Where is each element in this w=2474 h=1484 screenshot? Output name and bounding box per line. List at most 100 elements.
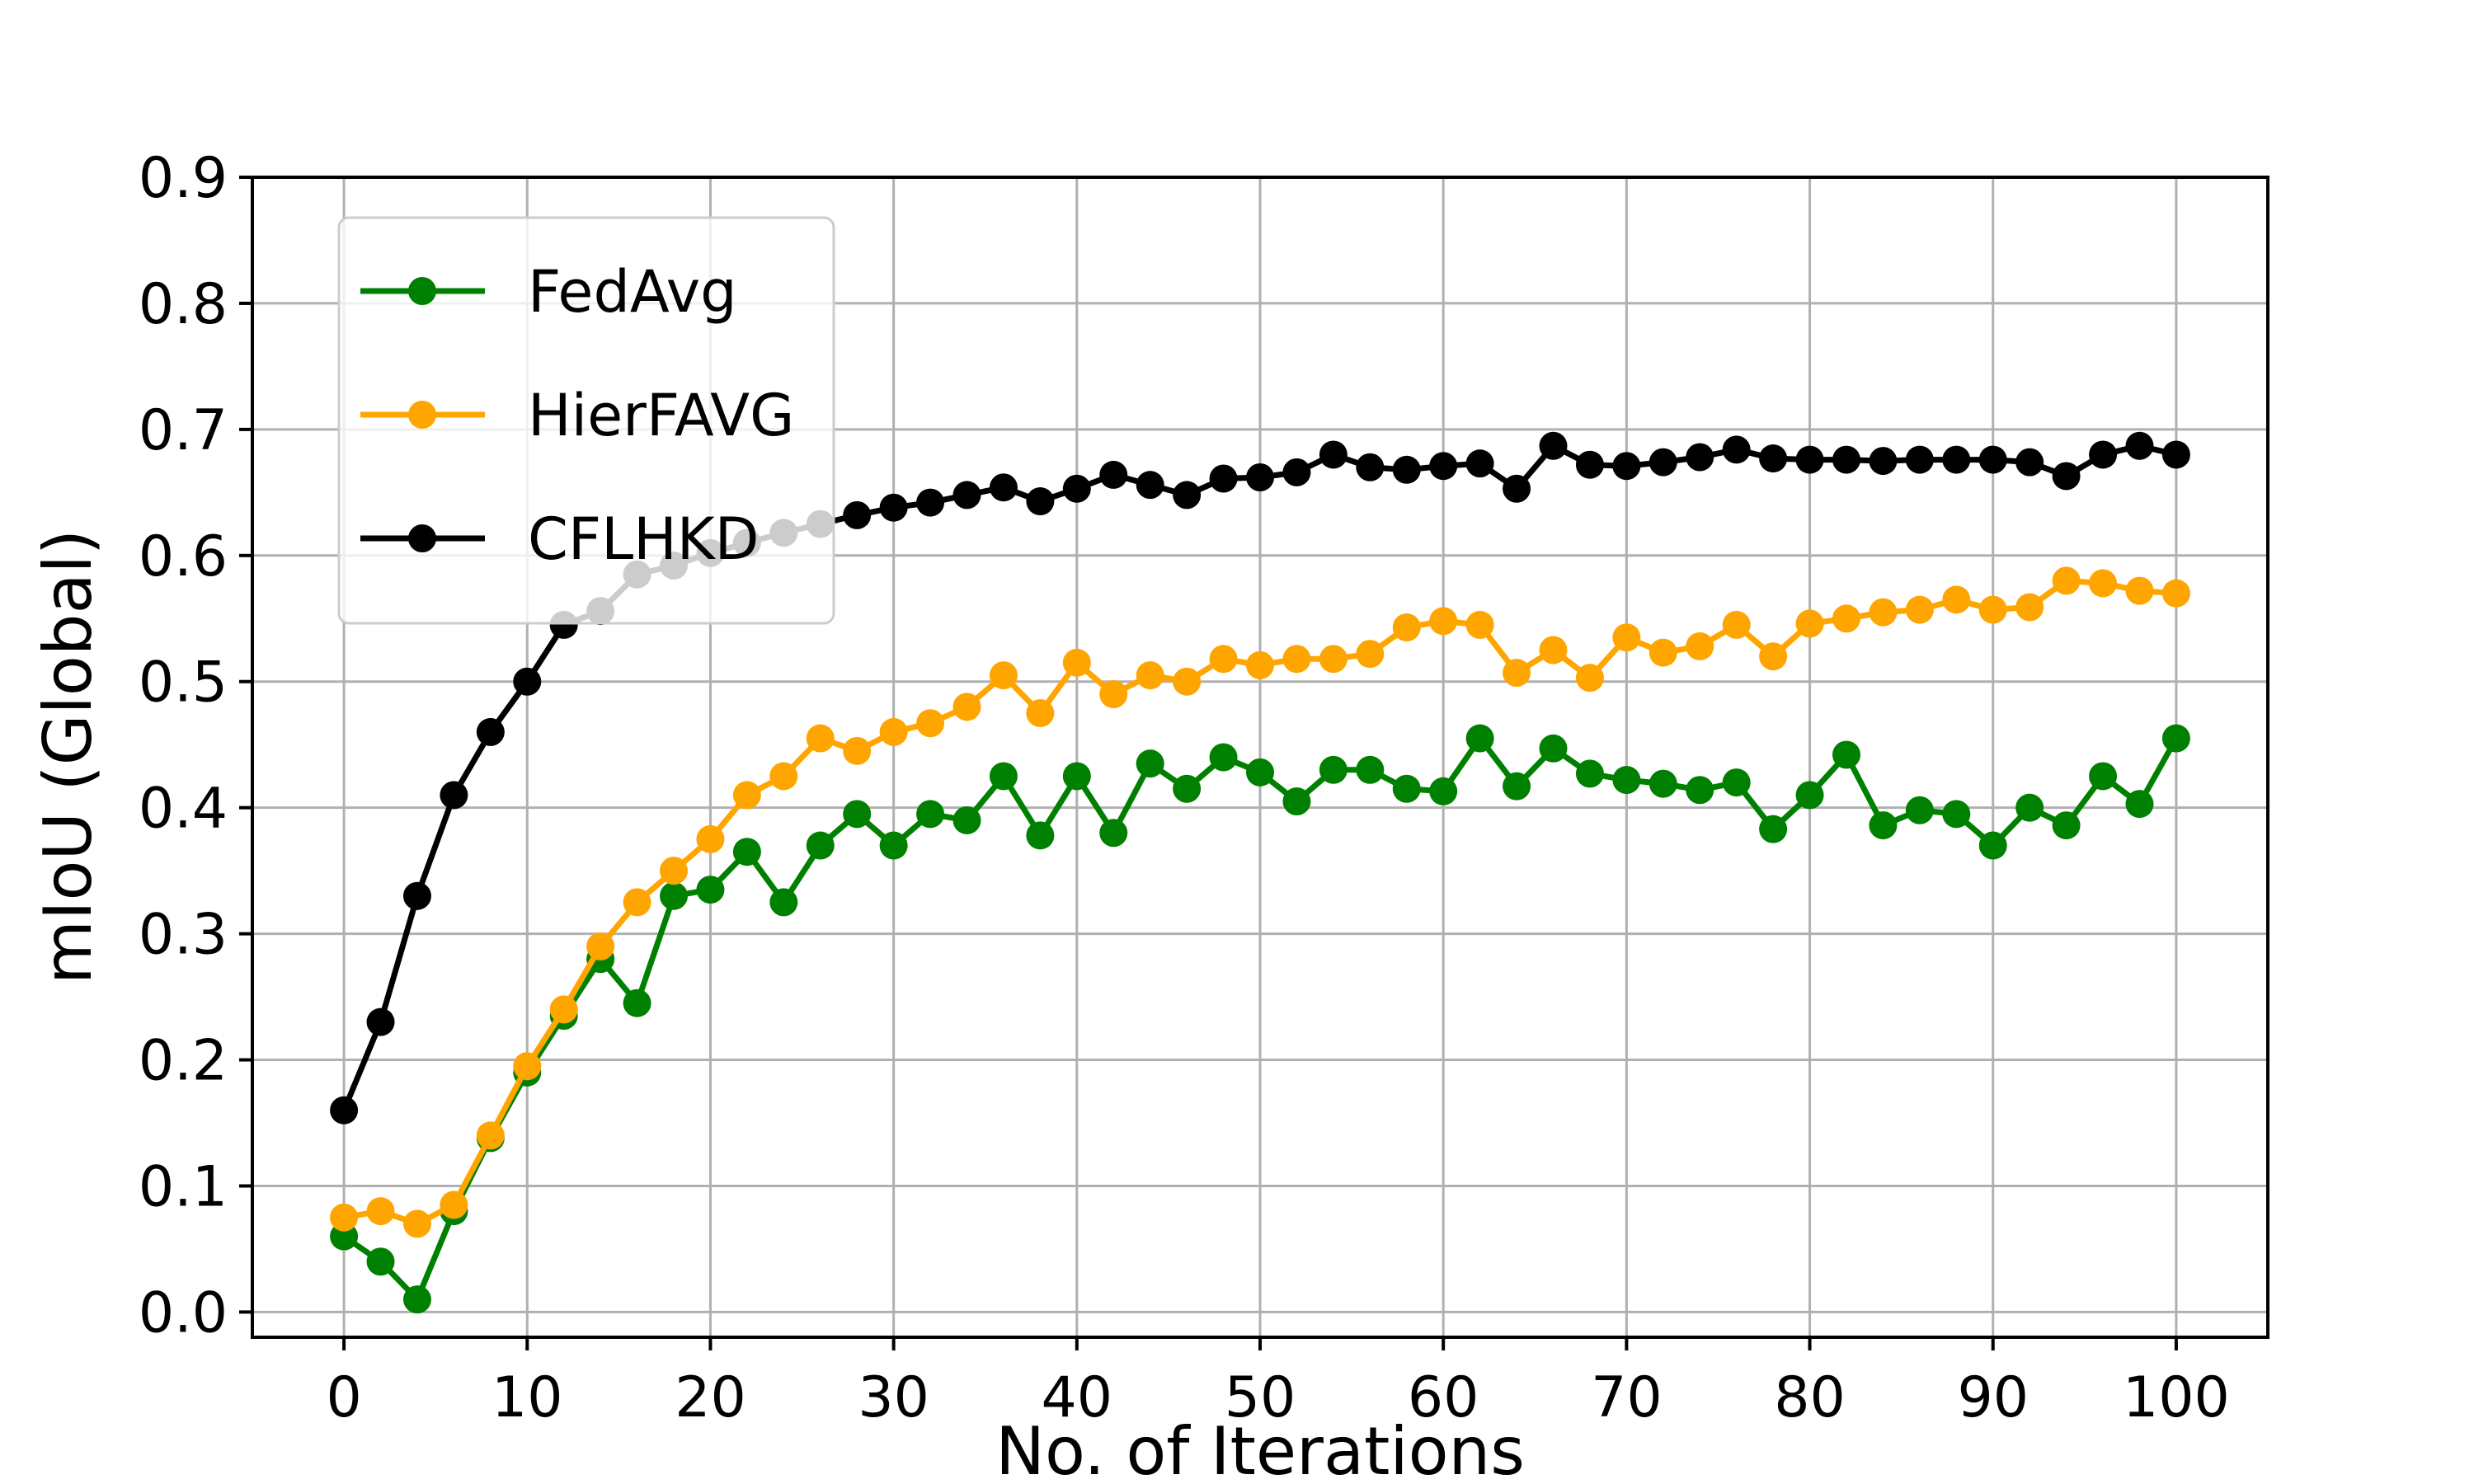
y-tick-label-0.7: 0.7 — [139, 398, 228, 463]
data-point-CFLHKD-76 — [1722, 435, 1751, 464]
data-point-HierFAVG-64 — [1503, 659, 1531, 688]
data-point-FedAvg-20 — [696, 876, 725, 904]
data-point-HierFAVG-42 — [1099, 680, 1128, 709]
data-point-FedAvg-72 — [1649, 769, 1677, 798]
data-point-CFLHKD-62 — [1465, 449, 1494, 478]
data-point-HierFAVG-50 — [1246, 650, 1274, 679]
data-point-FedAvg-44 — [1136, 749, 1164, 778]
data-point-FedAvg-36 — [989, 762, 1018, 791]
data-point-HierFAVG-74 — [1686, 632, 1714, 660]
data-point-FedAvg-26 — [806, 831, 835, 860]
data-point-FedAvg-30 — [879, 831, 908, 860]
y-tick-label-0.6: 0.6 — [139, 524, 228, 589]
x-tick-label-10: 10 — [492, 1365, 563, 1430]
data-point-FedAvg-50 — [1246, 758, 1274, 787]
data-point-HierFAVG-70 — [1612, 623, 1641, 652]
x-tick-label-50: 50 — [1225, 1365, 1296, 1430]
data-point-CFLHKD-98 — [2125, 431, 2154, 460]
data-point-CFLHKD-48 — [1209, 464, 1238, 493]
data-point-FedAvg-78 — [1759, 815, 1788, 843]
data-point-HierFAVG-82 — [1832, 604, 1860, 633]
data-point-HierFAVG-12 — [549, 995, 578, 1024]
data-point-CFLHKD-86 — [1905, 445, 1934, 474]
legend-label: FedAvg — [528, 258, 737, 326]
data-point-FedAvg-64 — [1503, 772, 1531, 801]
y-tick-label-0.1: 0.1 — [139, 1154, 228, 1219]
data-point-HierFAVG-14 — [586, 932, 615, 960]
data-point-CFLHKD-100 — [2161, 440, 2190, 469]
legend-label: HierFAVG — [528, 382, 794, 449]
data-point-FedAvg-54 — [1319, 755, 1348, 784]
data-point-CFLHKD-72 — [1649, 448, 1677, 477]
data-point-FedAvg-18 — [660, 881, 689, 910]
data-point-FedAvg-60 — [1429, 777, 1458, 805]
y-tick-label-0.9: 0.9 — [139, 146, 228, 211]
data-point-HierFAVG-78 — [1759, 642, 1788, 671]
data-point-CFLHKD-82 — [1832, 445, 1860, 474]
data-point-CFLHKD-58 — [1392, 455, 1421, 484]
data-point-CFLHKD-8 — [476, 717, 505, 746]
data-point-CFLHKD-0 — [330, 1096, 359, 1125]
data-point-HierFAVG-48 — [1209, 645, 1238, 674]
y-tick-label-0.2: 0.2 — [139, 1029, 228, 1094]
data-point-FedAvg-66 — [1539, 734, 1568, 763]
data-point-CFLHKD-96 — [2089, 440, 2118, 469]
data-point-HierFAVG-18 — [660, 857, 689, 885]
data-point-FedAvg-24 — [769, 888, 798, 917]
data-point-CFLHKD-94 — [2052, 462, 2081, 491]
data-point-CFLHKD-40 — [1062, 474, 1091, 503]
data-point-FedAvg-58 — [1392, 774, 1421, 803]
data-point-HierFAVG-4 — [402, 1209, 431, 1238]
data-point-HierFAVG-30 — [879, 717, 908, 746]
grid — [252, 176, 2268, 1337]
data-point-HierFAVG-32 — [916, 709, 945, 738]
data-point-CFLHKD-66 — [1539, 431, 1568, 460]
data-point-FedAvg-42 — [1099, 819, 1128, 848]
data-point-CFLHKD-2 — [366, 1007, 395, 1036]
data-point-HierFAVG-22 — [732, 781, 761, 810]
data-point-HierFAVG-56 — [1356, 640, 1385, 669]
data-point-FedAvg-22 — [732, 838, 761, 866]
data-point-CFLHKD-74 — [1686, 443, 1714, 472]
data-point-FedAvg-34 — [952, 805, 981, 834]
y-tick-label-0.8: 0.8 — [139, 272, 228, 337]
data-point-HierFAVG-92 — [2015, 593, 2044, 622]
legend-entry-cflhkd: CFLHKD — [360, 505, 760, 573]
data-point-CFLHKD-60 — [1429, 452, 1458, 481]
data-point-FedAvg-98 — [2125, 790, 2154, 819]
data-point-CFLHKD-78 — [1759, 444, 1788, 473]
legend-label: CFLHKD — [528, 505, 760, 573]
legend-box — [337, 216, 835, 625]
y-tick-label-0.0: 0.0 — [139, 1280, 228, 1345]
data-point-FedAvg-86 — [1905, 796, 1934, 824]
y-tick-label-0.5: 0.5 — [139, 650, 228, 716]
data-point-HierFAVG-26 — [806, 724, 835, 753]
data-point-HierFAVG-20 — [696, 824, 725, 853]
data-point-FedAvg-2 — [366, 1247, 395, 1276]
ticks: 0 10 20 30 40 50 60 70 80 90 100 0.0 0.1 0.2 0.3 0.4 0.5… — [139, 146, 2230, 1430]
data-point-HierFAVG-60 — [1429, 607, 1458, 636]
data-point-HierFAVG-86 — [1905, 595, 1934, 624]
legend: FedAvg HierFAVG CFLHKD — [337, 216, 835, 625]
data-point-CFLHKD-4 — [402, 881, 431, 910]
data-point-HierFAVG-28 — [843, 736, 872, 765]
data-point-FedAvg-28 — [843, 800, 872, 829]
data-point-CFLHKD-54 — [1319, 440, 1348, 469]
data-point-CFLHKD-70 — [1612, 452, 1641, 481]
data-point-HierFAVG-84 — [1869, 598, 1898, 627]
data-point-FedAvg-40 — [1062, 762, 1091, 791]
series-HierFAVG — [330, 566, 2190, 1238]
data-point-CFLHKD-42 — [1099, 460, 1128, 489]
data-point-FedAvg-46 — [1173, 774, 1202, 803]
data-point-HierFAVG-68 — [1575, 664, 1604, 693]
data-point-FedAvg-74 — [1686, 776, 1714, 805]
data-point-FedAvg-16 — [623, 989, 651, 1017]
data-point-HierFAVG-10 — [513, 1052, 542, 1081]
data-point-HierFAVG-90 — [1978, 595, 2007, 624]
data-point-FedAvg-48 — [1209, 743, 1238, 772]
data-point-HierFAVG-24 — [769, 762, 798, 791]
data-point-CFLHKD-52 — [1282, 458, 1311, 486]
data-point-CFLHKD-92 — [2015, 448, 2044, 477]
data-point-CFLHKD-32 — [916, 488, 945, 517]
